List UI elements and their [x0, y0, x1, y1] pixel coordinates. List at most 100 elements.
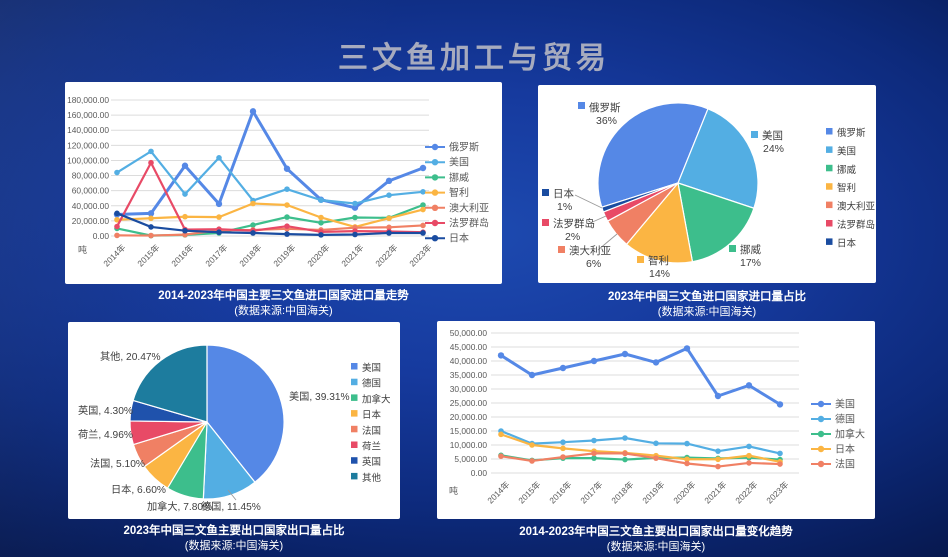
line-法国	[499, 452, 782, 468]
label-text: 德国, 11.45%	[201, 500, 261, 513]
point-美国	[652, 359, 660, 366]
x-tick-label: 2018年	[237, 242, 263, 268]
gridlines	[111, 99, 429, 237]
x-tick-label: 2021年	[339, 242, 365, 268]
point-俄罗斯	[147, 210, 155, 217]
caption-source: (数据来源:中国海关)	[657, 306, 757, 318]
point-美国	[182, 191, 188, 197]
point-德国	[622, 435, 628, 441]
pie-label-美国: 美国, 39.31%	[289, 390, 350, 403]
series-lines	[113, 108, 427, 239]
pie-label-日本: 日本, 6.60%	[111, 483, 166, 496]
export-share-pie-chart: 美国, 39.31% 德国, 11.45%加拿大, 7.80% 日本, 6.60% 法…	[78, 344, 391, 513]
pie-label-荷兰: 荷兰, 4.96%	[78, 428, 133, 441]
page-title: 三文鱼加工与贸易	[338, 42, 610, 75]
pie-label-其他: 其他, 20.47%	[100, 350, 161, 363]
point-智利	[318, 214, 324, 221]
caption-source: (数据来源:中国海关)	[184, 540, 284, 552]
point-美国	[745, 382, 753, 389]
legend-dot-marker	[817, 430, 825, 438]
point-俄罗斯	[385, 177, 393, 185]
label-name: 智利	[648, 254, 669, 267]
legend-label: 法国	[835, 458, 855, 471]
leader-line	[574, 194, 603, 209]
leader-line	[597, 233, 618, 251]
legend-swatch	[351, 457, 358, 464]
legend-item-美国: 美国	[425, 156, 469, 169]
point-智利	[216, 214, 222, 220]
point-日本	[529, 442, 535, 448]
point-挪威	[250, 222, 256, 228]
legend-item-其他: 其他	[351, 472, 382, 484]
pie-slice-挪威	[677, 182, 755, 263]
point-美国	[621, 350, 629, 358]
legend-swatch	[351, 425, 358, 433]
legend-item-法罗群岛: 法罗群岛	[826, 219, 875, 231]
point-法国	[746, 460, 752, 466]
point-法国	[684, 460, 690, 467]
point-日本	[684, 456, 690, 463]
x-tick-label: 2023年	[764, 479, 790, 505]
import-share-pie-chart: 俄罗斯36%美国24%挪威17%智利14%澳大利亚6%法罗群岛2%日本1%俄罗斯…	[542, 101, 876, 280]
point-美国	[284, 186, 290, 192]
label-name: 法罗群岛	[553, 217, 595, 230]
point-法国	[498, 453, 504, 459]
legend-label: 德国	[835, 413, 855, 426]
legend-item-澳大利亚: 澳大利亚	[826, 201, 876, 213]
x-tick-label: 2017年	[578, 479, 604, 505]
import-share-panel: 俄罗斯 36% 美国 24% 挪威 17% 智利 14% 澳大利亚 6% 法罗群岛 2% 日本 1% 俄罗斯…	[538, 85, 876, 283]
legend-item-荷兰: 荷兰	[351, 441, 381, 453]
line-俄罗斯	[115, 109, 425, 216]
legend-swatch	[826, 220, 833, 227]
point-美国	[497, 352, 505, 359]
x-tick-label: 2014年	[485, 479, 511, 505]
point-俄罗斯	[249, 108, 257, 115]
pie-slice-日本	[601, 182, 679, 213]
label-percent: 6%	[586, 258, 601, 270]
point-澳大利亚	[148, 232, 154, 239]
point-美国	[386, 192, 392, 198]
point-澳大利亚	[386, 224, 392, 231]
point-美国	[559, 364, 567, 372]
point-美国	[683, 345, 691, 352]
point-日本	[386, 230, 392, 236]
legend-label: 德国	[362, 378, 381, 390]
y-tick-label: 180,000.00	[67, 95, 109, 105]
point-智利	[284, 202, 290, 208]
point-挪威	[352, 214, 358, 221]
pie-label-法国: 法国, 5.10%	[90, 457, 145, 470]
x-tick-label: 2018年	[609, 479, 635, 505]
point-法国	[560, 454, 566, 460]
point-美国	[318, 197, 324, 203]
legend-label: 美国	[449, 156, 469, 169]
import-trend-caption: 2014-2023年中国主要三文鱼进口国家进口量走势 (数据来源:中国海关)	[65, 289, 502, 318]
export-trend-line-chart: 0.00 5,000.00 10,000.00 15,000.00 20,000.00 2…	[449, 328, 865, 506]
label-percent: 24%	[763, 143, 784, 155]
legend-swatch	[351, 394, 358, 401]
pie-label-英国: 英国, 4.30%	[78, 404, 133, 417]
y-tick-label: 160,000.00	[67, 110, 109, 120]
point-德国	[715, 448, 721, 454]
series-lines	[497, 345, 784, 470]
pie-label-加拿大: 加拿大, 7.80%	[147, 500, 212, 513]
y-tick-label: 140,000.00	[67, 125, 109, 135]
legend-dot-marker	[431, 143, 439, 151]
legend-item-日本: 日本	[826, 237, 857, 249]
legend-item-加拿大: 加拿大	[811, 428, 865, 441]
legend-item-法罗群岛: 法罗群岛	[425, 217, 489, 230]
legend-swatch	[351, 441, 358, 448]
legend-swatch	[351, 410, 358, 417]
point-法国	[591, 450, 597, 457]
legend-dot-marker	[431, 159, 439, 166]
pie-slice-美国	[677, 108, 759, 209]
point-德国	[560, 439, 566, 445]
point-日本	[182, 227, 188, 234]
point-日本	[148, 224, 154, 230]
point-智利	[148, 215, 154, 222]
export-trend-panel: 0.00 5,000.00 10,000.00 15,000.00 20,000.00 2…	[437, 321, 875, 519]
line-日本	[499, 433, 782, 463]
